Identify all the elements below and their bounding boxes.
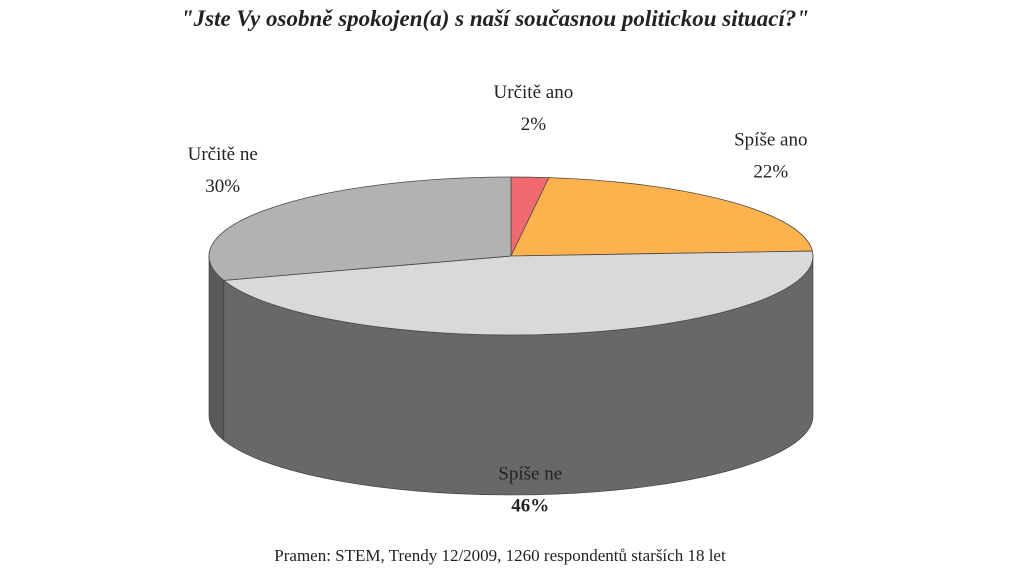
pie-slice-spise-ne [222, 250, 814, 336]
slice-label-spise-ne: Spíše ne [498, 464, 562, 485]
slice-label-spise-ano: Spíše ano [734, 129, 807, 150]
slice-value-spise-ano: 22% [753, 161, 788, 182]
pie-side-walls [208, 255, 814, 496]
pie-side-urcite-ne [208, 255, 225, 442]
chart-source-note: Pramen: STEM, Trendy 12/2009, 1260 respo… [274, 546, 726, 565]
pie-labels: Určitě ano 2% Spíše ano 22% Spíše ne 46% Určit… [188, 82, 808, 516]
pie-slice-spise-ano [510, 177, 813, 257]
slice-value-urcite-ne: 30% [205, 176, 240, 197]
slice-label-urcite-ano: Určitě ano [494, 82, 574, 103]
slice-value-spise-ne: 46% [511, 496, 549, 517]
slice-label-urcite-ne: Určitě ne [188, 144, 258, 165]
chart-title: "Jste Vy osobně spokojen(a) s naší souča… [180, 6, 810, 31]
pie-slice-urcite-ne [208, 176, 512, 281]
pie-top-slices [208, 176, 814, 336]
slice-value-urcite-ano: 2% [521, 114, 547, 135]
